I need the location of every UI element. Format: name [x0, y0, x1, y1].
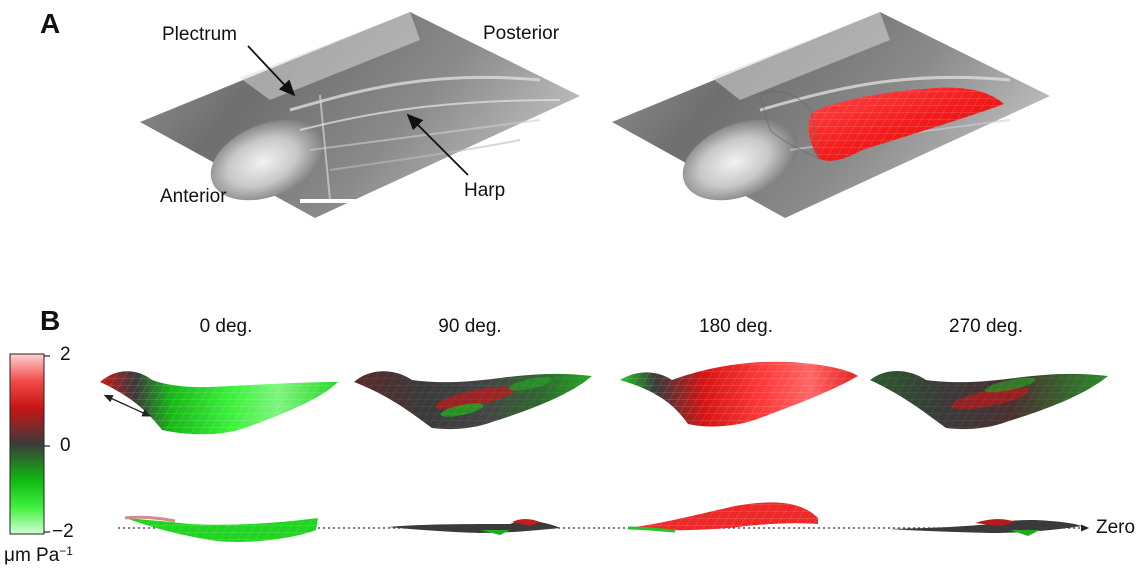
wing-surface-270deg [870, 370, 1108, 430]
panel-b-letter: B [40, 305, 61, 336]
label-posterior: Posterior [483, 23, 560, 44]
panel-a [140, 12, 1050, 218]
panel-b [9, 353, 1108, 542]
label-harp: Harp [464, 180, 506, 201]
angle-label-0: 0 deg. [199, 316, 253, 337]
zero-label: Zero [1096, 517, 1136, 538]
angle-label-90: 90 deg. [438, 316, 502, 337]
double-arrow [103, 394, 152, 417]
plectrum-arrow [247, 45, 296, 97]
wing-surface-0deg [100, 371, 338, 435]
label-anterior: Anterior [160, 186, 227, 207]
side-profile-0deg [124, 515, 318, 542]
side-profile-90deg [388, 519, 560, 535]
side-profile-270deg [890, 519, 1082, 536]
panel-a-letter: A [40, 8, 61, 39]
label-plectrum: Plectrum [162, 24, 237, 45]
angle-label-270: 270 deg. [949, 316, 1023, 337]
side-profile-180deg [627, 502, 818, 533]
colorbar-unit: μm Pa [4, 545, 60, 566]
colorbar-mid-label: 0 [60, 435, 71, 456]
harp-arrow [406, 113, 469, 176]
colorbar-unit-label: μm Pa−1 [4, 544, 73, 567]
colorbar [9, 353, 45, 535]
colorbar-max-label: 2 [60, 344, 71, 365]
wing-photo-left [140, 12, 580, 218]
colorbar-unit-exponent: −1 [59, 544, 73, 558]
angle-label-180: 180 deg. [699, 316, 773, 337]
wing-surface-180deg [620, 361, 858, 427]
wing-surface-90deg [354, 371, 592, 430]
colorbar-min-label: −2 [52, 521, 74, 542]
harp-overlay [759, 87, 1004, 161]
